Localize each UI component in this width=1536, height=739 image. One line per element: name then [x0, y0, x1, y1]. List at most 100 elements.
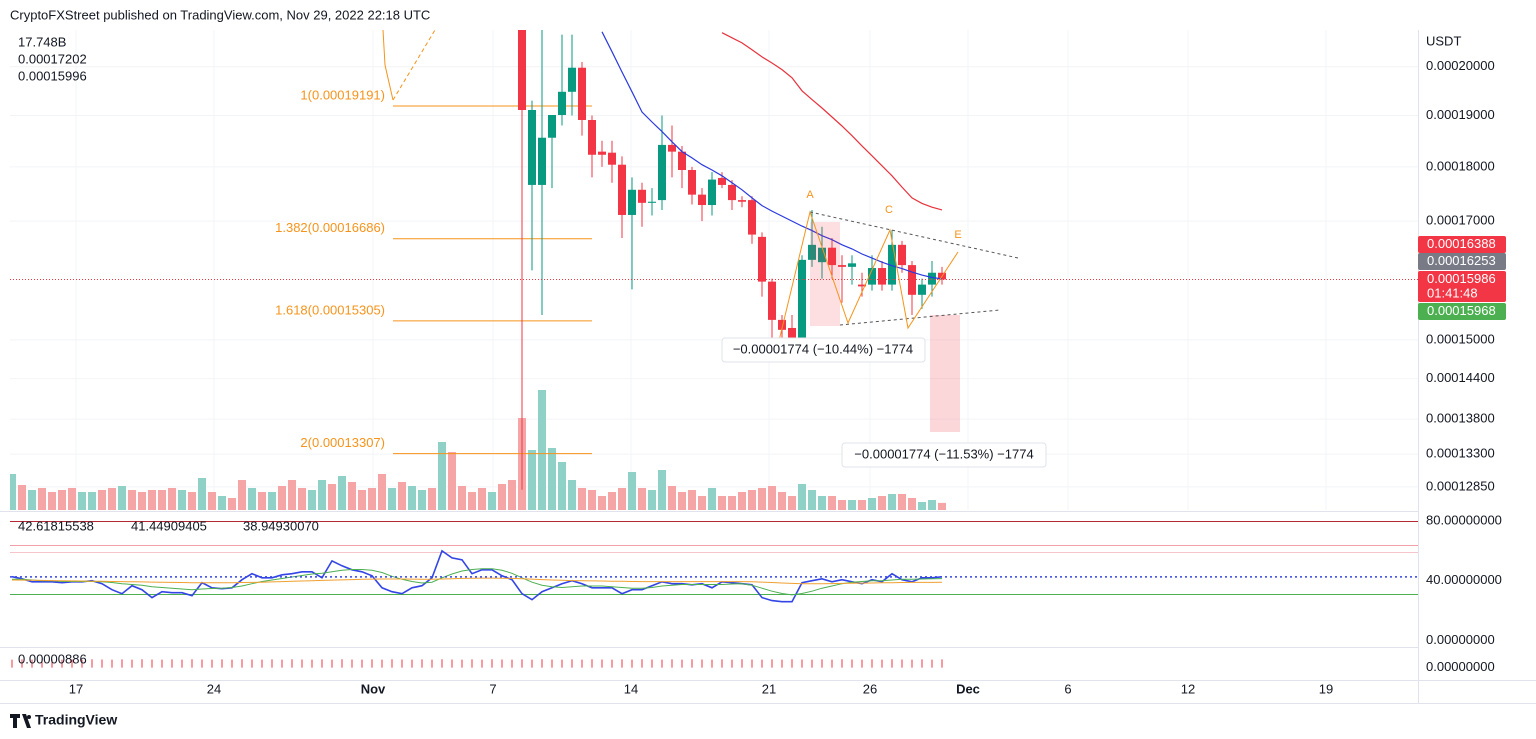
range-box [930, 315, 960, 432]
volume-bar [578, 488, 586, 510]
x-tick-label: 6 [1064, 681, 1071, 696]
x-tick-label: 24 [207, 681, 221, 696]
volume-bar [298, 488, 306, 510]
volume-bar [358, 490, 366, 510]
y-tick-label: 0.00019000 [1426, 107, 1495, 122]
rsi-legend-value: 38.94930070 [243, 518, 319, 533]
volume-bar [888, 494, 896, 510]
candle-body [628, 189, 636, 215]
volume-bar [248, 488, 256, 510]
x-tick-label: 7 [489, 681, 496, 696]
volume-bar [188, 492, 196, 510]
x-tick-label: 14 [624, 681, 638, 696]
candle-body [518, 30, 526, 111]
y-tick-label: 0.00020000 [1426, 58, 1495, 73]
volume-bar [78, 492, 86, 510]
volume-bar [278, 486, 286, 510]
candle-body [538, 137, 546, 185]
brand-name: TradingView [35, 712, 117, 728]
candle-body [548, 114, 556, 138]
volume-bar [848, 500, 856, 510]
volume-bar [898, 494, 906, 510]
rsi-line [11, 577, 943, 585]
candle-body [578, 67, 586, 120]
hist-legend-value: 0.00000886 [18, 651, 87, 666]
candle-body [908, 265, 916, 295]
volume-bar [88, 492, 96, 510]
volume-bar [718, 496, 726, 510]
y-tick-label: 0.00013300 [1426, 446, 1495, 461]
fib-label: 1.382(0.00016686) [275, 220, 385, 235]
volume-bar [558, 462, 566, 510]
publish-header: CryptoFXStreet published on TradingView.… [10, 7, 430, 22]
volume-bar [288, 480, 296, 510]
brand: TradingView [10, 712, 117, 728]
candle-body [588, 119, 596, 155]
wave-label: E [954, 229, 961, 241]
drawings: A C E −0.00001774 (−10.44%) −1774 −0.000… [275, 29, 1047, 468]
axes: USDT 17 24 Nov 7 14 21 26 Dec 6 12 19 0.00020000 0.0… [69, 33, 1502, 696]
volume-bar [608, 492, 616, 510]
volume-bar [158, 490, 166, 510]
candle-body [798, 259, 806, 346]
rsi-line [11, 549, 943, 603]
x-tick-label: 19 [1319, 681, 1333, 696]
candle-body [768, 281, 776, 320]
price-tag [1418, 271, 1506, 302]
fib-trend [392, 29, 436, 101]
candle-body [738, 200, 746, 202]
y-tick-label: 0.00017000 [1426, 213, 1495, 228]
volume-bar [348, 482, 356, 510]
volume-bar [828, 496, 836, 510]
triangle-lower [839, 309, 1001, 326]
volume-bar [498, 484, 506, 510]
volume-bar [788, 496, 796, 510]
volume-bar [838, 500, 846, 510]
y-tick-label: 0.00018000 [1426, 158, 1495, 173]
volume-bar [668, 486, 676, 510]
volume-bar [18, 485, 26, 510]
volume-bar [468, 492, 476, 510]
currency-label: USDT [1426, 33, 1461, 48]
candle-body [898, 244, 906, 266]
volume-bar [58, 490, 66, 510]
candle-body [708, 179, 716, 206]
price-tag [1418, 236, 1506, 253]
volume-bar [168, 488, 176, 510]
range-box [810, 222, 840, 326]
volume-bar [28, 490, 36, 510]
volume-bar [448, 452, 456, 510]
countdown: 01:41:48 [1427, 285, 1478, 300]
candle-body [878, 268, 886, 285]
volume-bar [398, 482, 406, 510]
price-tag [1418, 253, 1506, 270]
volume-bar [738, 492, 746, 510]
candle-body [858, 284, 866, 287]
candle-body [668, 144, 676, 152]
volume-bar [528, 450, 536, 510]
volume-bar [818, 496, 826, 510]
rsi-legend-value: 41.44909405 [131, 518, 207, 533]
candle-body [758, 236, 766, 282]
pane-borders [0, 30, 1536, 704]
volume-bar [638, 488, 646, 510]
candle-body [828, 247, 836, 266]
legend-value: 0.00015996 [18, 68, 87, 83]
y-tick-label: 0.00013800 [1426, 411, 1495, 426]
volume-bar [128, 490, 136, 510]
rsi-legend-value: 42.61815538 [18, 518, 94, 533]
volume-bar [178, 490, 186, 510]
measure-label: −0.00001774 (−11.53%) −1774 [854, 446, 1033, 461]
x-tick-label: 12 [1181, 681, 1195, 696]
x-tick-label: Dec [956, 681, 980, 696]
volume-bar [808, 490, 816, 510]
price-tag-label: 0.00016253 [1427, 253, 1496, 268]
volume-bar [68, 488, 76, 510]
candle-body [618, 164, 626, 215]
abcde-wave [777, 210, 959, 346]
price-tag [1418, 303, 1506, 320]
volume-bar [218, 496, 226, 510]
legend: 17.748B 0.00017202 0.00015996 42.61815538 41… [18, 34, 319, 666]
volume-bar [258, 492, 266, 510]
volume-bar [328, 484, 336, 510]
